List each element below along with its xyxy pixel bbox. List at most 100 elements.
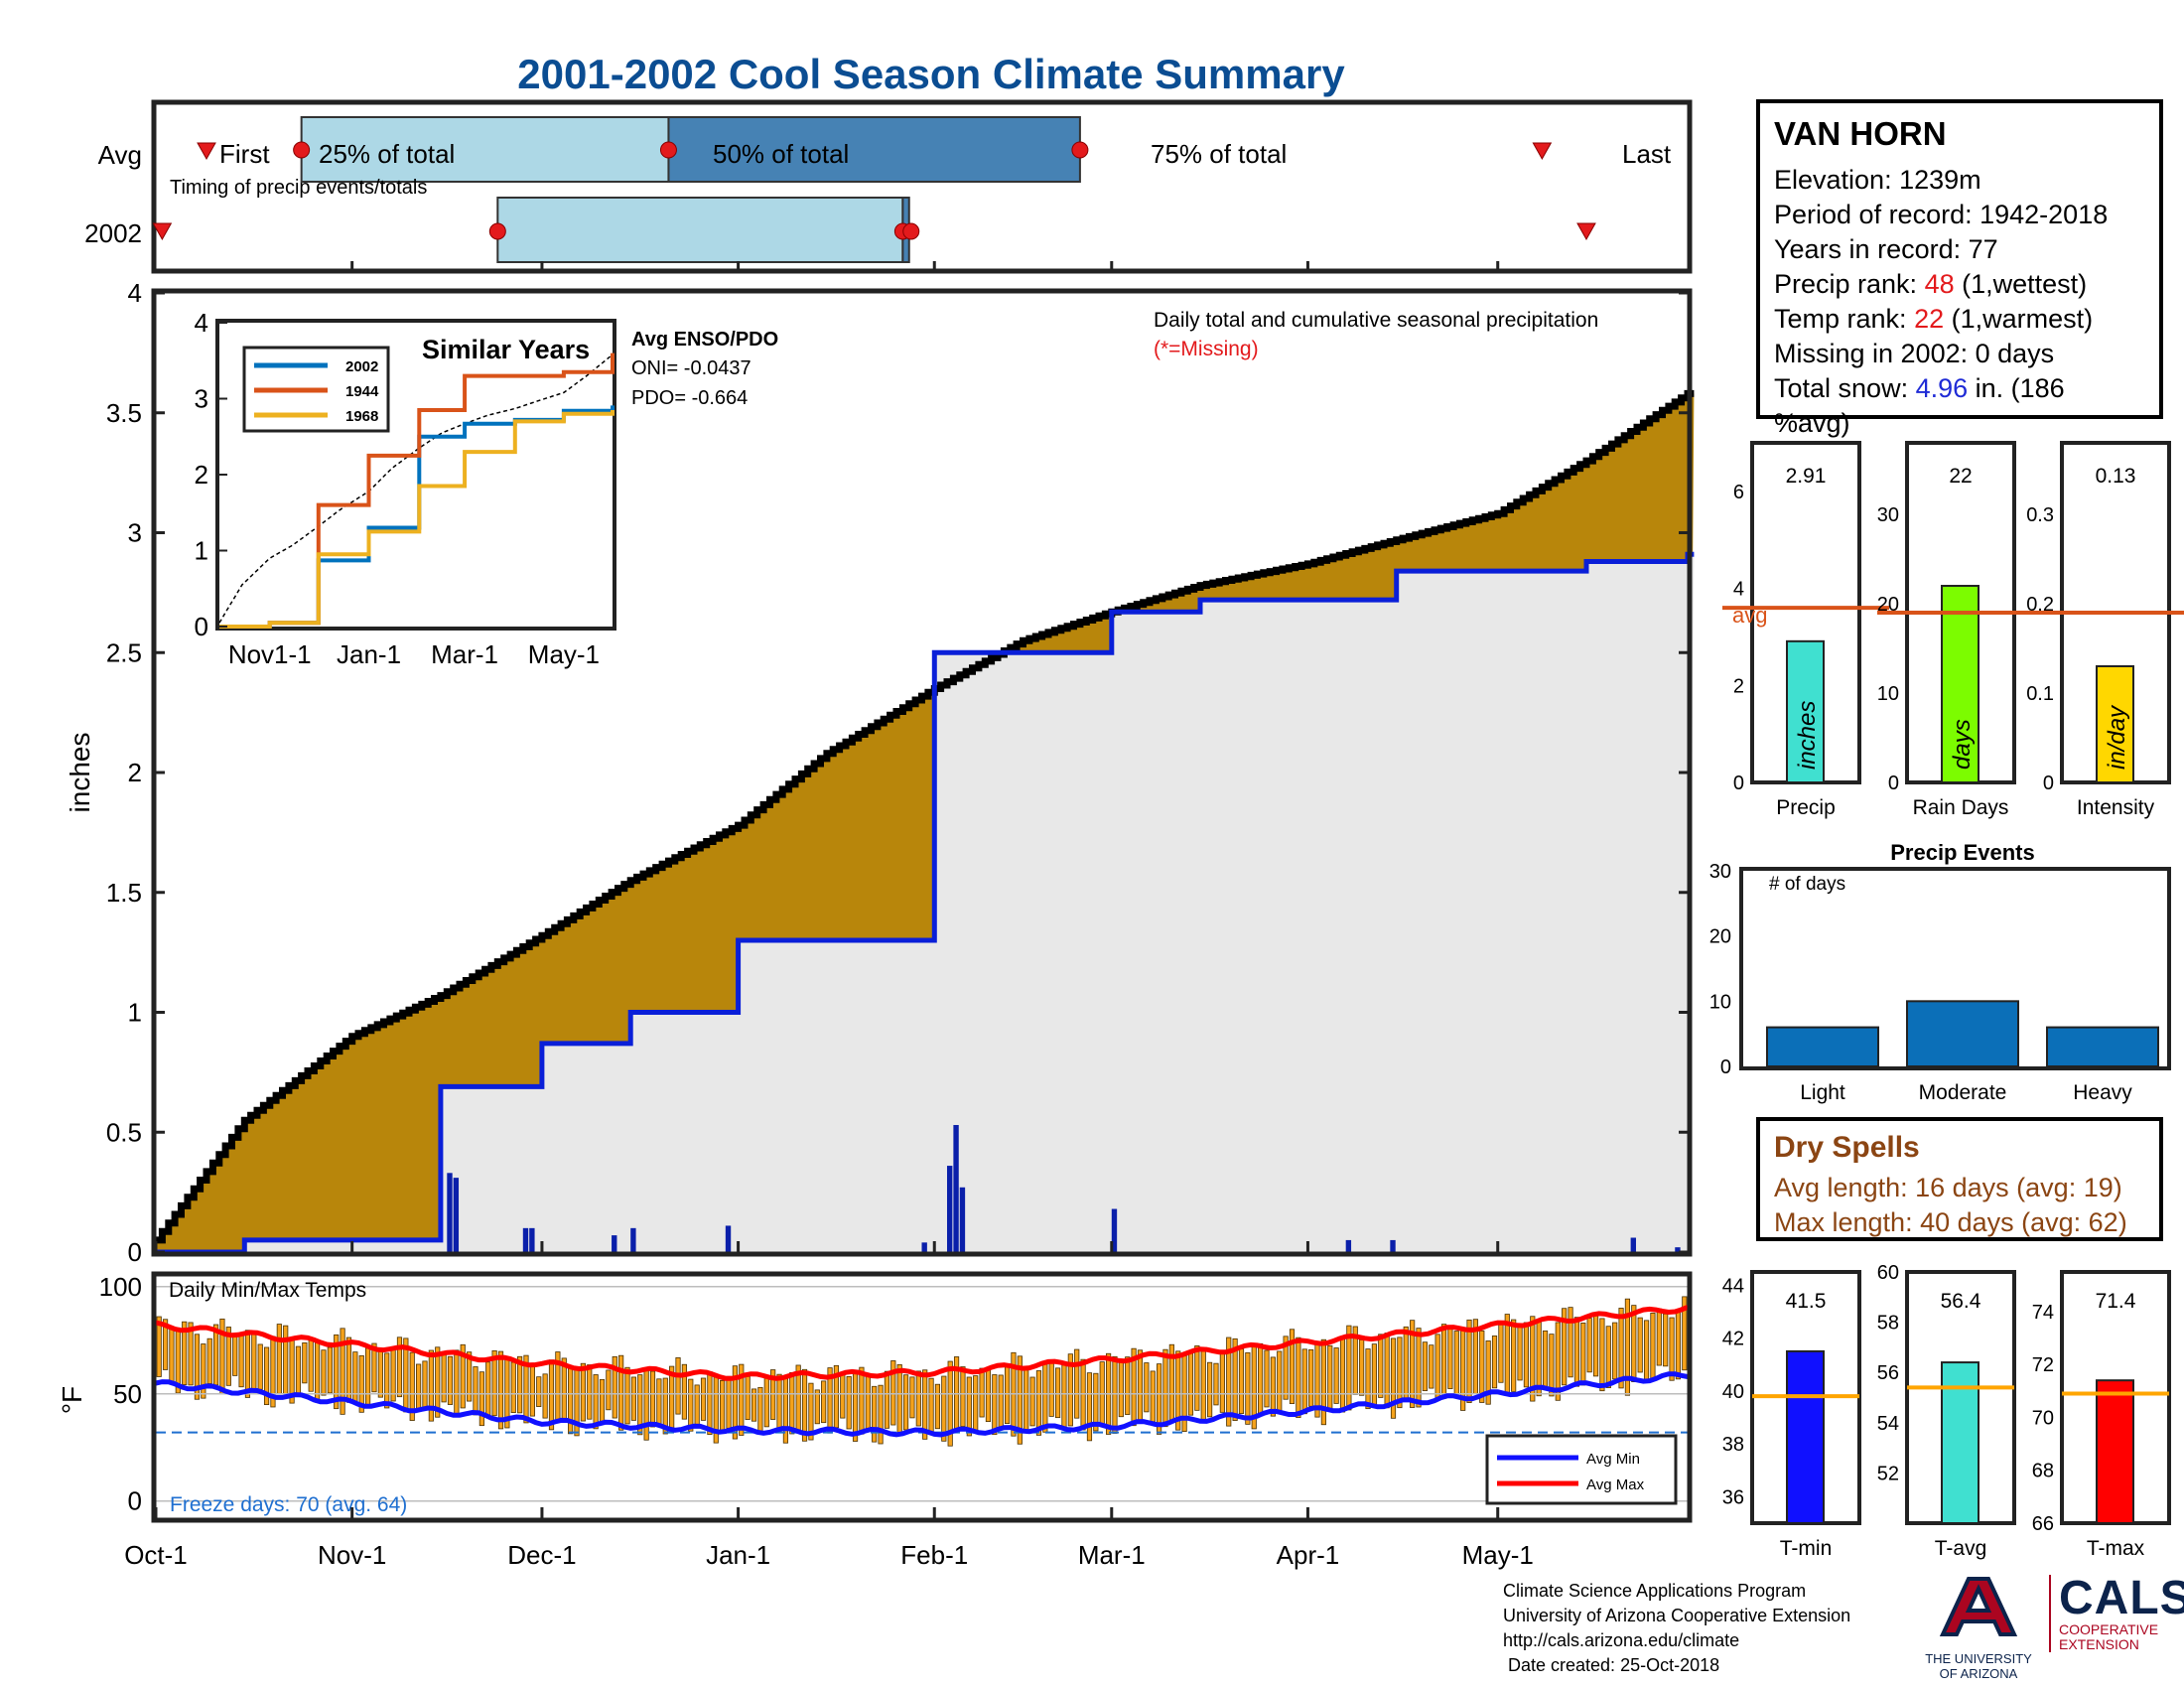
precip-y-tick-label: 10	[1877, 683, 1899, 705]
precip-y-tick-label: 20	[1877, 594, 1899, 616]
daily-temp-bar	[606, 1369, 612, 1411]
daily-temp-bar	[1226, 1336, 1232, 1427]
daily-temp-bar	[156, 1316, 162, 1377]
daily-temp-bar	[649, 1370, 656, 1428]
observed-cumulative-area	[156, 554, 1695, 1252]
daily-temp-bar	[1580, 1323, 1586, 1386]
daily-temp-bar	[244, 1330, 251, 1398]
daily-temp-bar	[321, 1349, 327, 1396]
precip-event-category: Light	[1800, 1081, 1845, 1104]
daily-precip-bar	[921, 1242, 927, 1252]
daily-temp-bar	[707, 1371, 713, 1435]
timing-2002-last-marker	[1576, 222, 1596, 241]
daily-temp-bar	[491, 1349, 497, 1417]
daily-temp-bar	[941, 1375, 947, 1442]
precip-avg-label: avg	[1732, 603, 1767, 628]
daily-temp-bar	[1144, 1362, 1150, 1413]
daily-temp-bar	[776, 1373, 782, 1433]
temp-summary-bar	[1786, 1349, 1825, 1525]
precip-unit-label: in/day	[2104, 704, 2130, 770]
daily-temp-bar	[865, 1374, 871, 1431]
inset-avg-dashed-line	[218, 353, 614, 624]
precip-summary-bars: 2.91 inches Precip 0 2 4 6 avg 22 days Rain Days 0 1…	[1722, 441, 2184, 819]
daily-temp-bar	[1112, 1355, 1118, 1434]
daily-temp-bar	[612, 1355, 617, 1419]
daily-temp-bar	[182, 1321, 188, 1385]
daily-temp-bar	[1612, 1322, 1618, 1380]
daily-temp-bar	[1447, 1325, 1453, 1389]
daily-temp-bar	[966, 1376, 972, 1437]
daily-precip-bar	[1675, 1247, 1681, 1252]
daily-precip-bar	[1345, 1239, 1352, 1252]
daily-temp-bar	[536, 1376, 542, 1407]
main-y-ticks: 0 0.5 1 1.5 2 2.5 3 3.5 4	[106, 278, 1690, 1267]
arizona-a-icon	[1939, 1577, 2018, 1636]
daily-temp-bar	[599, 1378, 606, 1423]
daily-temp-bar	[377, 1347, 383, 1398]
daily-temp-bar	[1187, 1350, 1194, 1416]
daily-temp-bar	[928, 1377, 934, 1435]
daily-temp-bar	[1213, 1362, 1219, 1406]
daily-temp-bar	[435, 1346, 441, 1418]
temp-y-tick-label: 58	[1877, 1313, 1899, 1335]
shared-x-ticks: Oct-1 Nov-1 Dec-1 Jan-1 Feb-1 Mar-1 Apr-1 May-1	[124, 1241, 1534, 1570]
daily-temp-bar	[1061, 1364, 1067, 1431]
daily-temp-bar	[1339, 1337, 1346, 1413]
daily-temp-bar	[529, 1365, 535, 1417]
precip-rank-prefix: Precip rank:	[1774, 269, 1925, 299]
daily-temp-bar	[1410, 1320, 1416, 1408]
daily-temp-bar	[1586, 1318, 1592, 1373]
x-tick-label: Oct-1	[124, 1540, 188, 1570]
daily-temp-bar	[467, 1351, 473, 1402]
legend-label-2002: 2002	[345, 358, 378, 375]
daily-temp-bar	[915, 1370, 921, 1427]
annotation-title: Daily total and cumulative seasonal prec…	[1154, 309, 1598, 332]
x-tick-label: Nov-1	[318, 1540, 386, 1570]
daily-precip-bar	[1111, 1208, 1118, 1252]
temp-y-tick-label: 52	[1877, 1463, 1899, 1484]
temp-y-tick-label: 36	[1722, 1486, 1744, 1508]
daily-temp-bar	[1599, 1318, 1605, 1392]
precip-category-label: Precip	[1776, 796, 1836, 819]
temp-y-tick-label: 42	[1722, 1329, 1744, 1350]
daily-temp-bar	[1592, 1313, 1599, 1377]
precip-y-tick-label: 0.3	[2026, 504, 2054, 526]
daily-temp-bar	[251, 1333, 257, 1391]
daily-temp-bar	[801, 1368, 808, 1442]
daily-temp-bar	[295, 1345, 302, 1396]
daily-temp-bar	[390, 1346, 396, 1402]
main-marks	[156, 389, 1695, 1255]
daily-temp-bar	[1320, 1338, 1326, 1426]
x-tick-label: Jan-1	[706, 1540, 770, 1570]
precip-rank-suffix: (1,wettest)	[1954, 269, 2088, 299]
temp-y-tick-label: 74	[2032, 1302, 2054, 1324]
daily-temp-bar	[358, 1354, 364, 1413]
daily-temp-bar	[1675, 1309, 1682, 1380]
daily-temp-bar	[1194, 1345, 1200, 1411]
temp-y-tick-label: 38	[1722, 1434, 1744, 1456]
daily-temp-bar	[542, 1373, 548, 1419]
events-marks: Light Moderate Heavy 0 10 20 30	[1709, 861, 2159, 1104]
dry-spells-max: Max length: 40 days (avg: 62)	[1774, 1207, 2127, 1237]
daily-temp-bar	[872, 1385, 878, 1443]
daily-temp-bar	[1536, 1319, 1542, 1397]
daily-temp-bar	[1017, 1355, 1023, 1445]
daily-temp-bar	[1054, 1367, 1061, 1419]
daily-temp-bar	[1542, 1330, 1549, 1388]
precip-category-label: Intensity	[2077, 796, 2155, 819]
daily-temp-bar	[662, 1377, 668, 1435]
daily-temp-bar	[739, 1363, 745, 1436]
daily-precip-bar	[725, 1225, 732, 1252]
daily-temp-bar	[1637, 1317, 1643, 1373]
daily-temp-bar	[1258, 1342, 1264, 1415]
daily-temp-bar	[593, 1374, 599, 1430]
x-tick-label: Feb-1	[900, 1540, 968, 1570]
precip-y-tick-label: 0	[2043, 773, 2054, 794]
daily-precip-bar	[630, 1227, 636, 1252]
temp-legend	[1485, 1434, 1678, 1505]
daily-temp-bar	[1264, 1349, 1270, 1408]
timing-panel: Avg 2002 First Last 25% of total 50% of …	[84, 99, 1693, 274]
daily-temp-bar	[1656, 1308, 1662, 1366]
precip-y-tick-label: 0.1	[2026, 683, 2054, 705]
dry-spells-box: Dry Spells Avg length: 16 days (avg: 19)…	[1756, 1117, 2163, 1241]
